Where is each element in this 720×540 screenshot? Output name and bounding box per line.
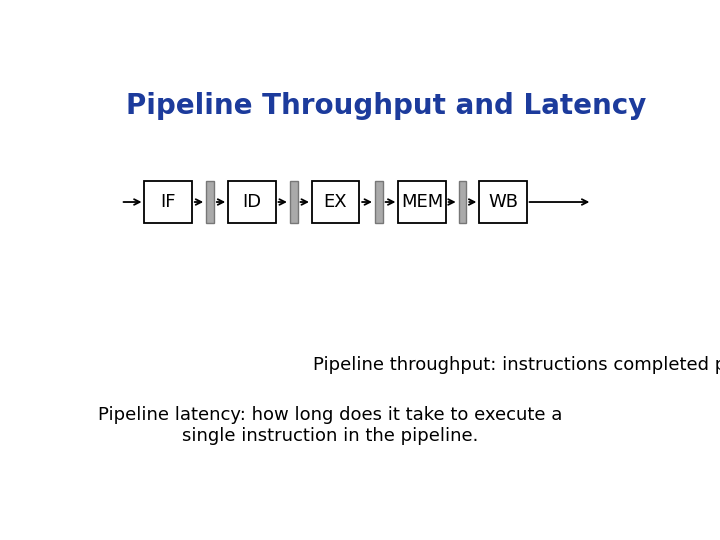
Bar xyxy=(145,181,192,223)
Bar xyxy=(289,181,297,223)
Bar xyxy=(206,181,214,223)
Text: ID: ID xyxy=(242,193,261,211)
Bar xyxy=(480,181,526,223)
Bar xyxy=(312,181,359,223)
Text: Pipeline Throughput and Latency: Pipeline Throughput and Latency xyxy=(126,92,647,120)
Text: IF: IF xyxy=(161,193,176,211)
Bar xyxy=(398,181,446,223)
Text: WB: WB xyxy=(488,193,518,211)
Text: EX: EX xyxy=(324,193,347,211)
Bar xyxy=(375,181,382,223)
Bar xyxy=(459,181,467,223)
Text: Pipeline latency: how long does it take to execute a
single instruction in the p: Pipeline latency: how long does it take … xyxy=(98,406,562,444)
Text: MEM: MEM xyxy=(401,193,443,211)
Bar xyxy=(228,181,276,223)
Text: Pipeline throughput: instructions completed per second.: Pipeline throughput: instructions comple… xyxy=(313,356,720,374)
